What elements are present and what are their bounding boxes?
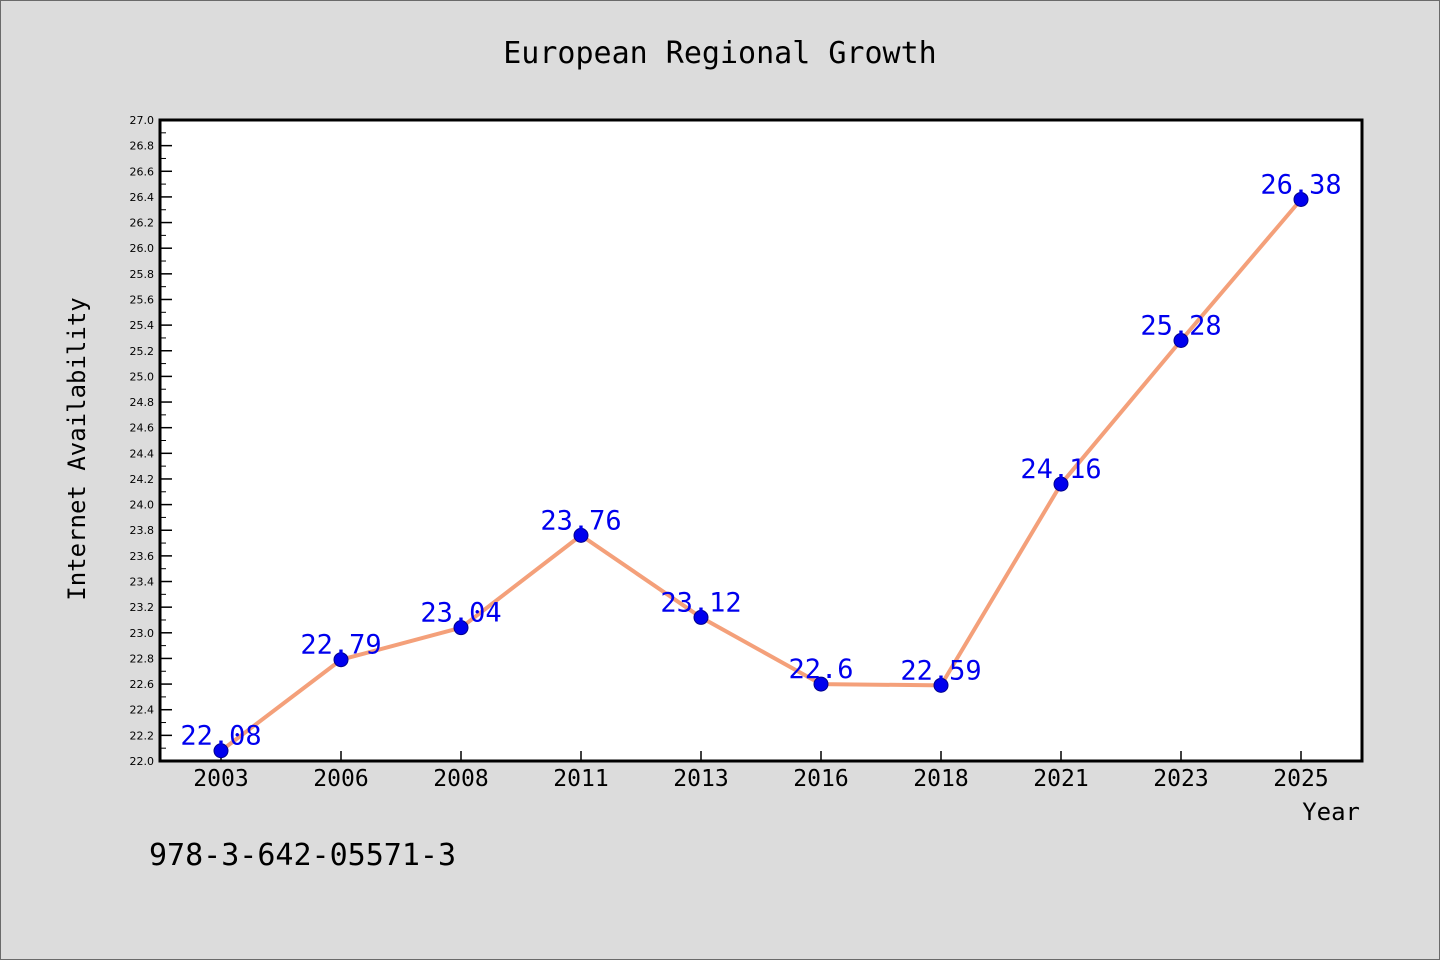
data-point (693, 609, 709, 625)
data-label: 24.16 (1020, 454, 1101, 485)
y-tick-label: 22.2 (130, 729, 155, 742)
data-label: 23.12 (660, 587, 741, 618)
y-tick-label: 27.0 (130, 114, 155, 127)
y-tick-label: 26.2 (130, 217, 155, 230)
isbn-annotation: 978-3-642-05571-3 (149, 838, 456, 873)
y-tick-label: 24.4 (130, 447, 155, 460)
data-label: 25.28 (1140, 311, 1221, 342)
chart-title: European Regional Growth (503, 36, 936, 71)
y-tick-label: 25.0 (130, 370, 155, 383)
series-line (219, 198, 1303, 753)
y-tick-label: 25.8 (130, 268, 155, 281)
data-label: 22.79 (300, 630, 381, 661)
y-tick-label: 22.8 (130, 652, 155, 665)
x-tick-label: 2008 (433, 766, 488, 792)
y-axis-ticks: 22.0 22.2 22.4 22.6 22.8 23.0 23.2 23.4 23.6 23.8… (130, 114, 172, 768)
y-tick-label: 26.8 (130, 140, 155, 153)
data-point (1293, 191, 1309, 207)
y-tick-label: 26.4 (130, 191, 155, 204)
y-axis-label: Internet Availability (63, 297, 91, 600)
x-axis-label: Year (1302, 798, 1360, 826)
y-tick-label: 24.0 (130, 499, 155, 512)
y-tick-label: 26.6 (130, 165, 155, 178)
y-tick-label: 23.8 (130, 524, 155, 537)
y-tick-label: 23.6 (130, 550, 155, 563)
x-axis-ticks: 2003 2006 2008 2011 2013 2016 2018 2021 2023 2025 (193, 751, 1329, 792)
data-point (1053, 476, 1069, 492)
x-tick-label: 2003 (193, 766, 248, 792)
x-tick-label: 2023 (1153, 766, 1208, 792)
y-tick-label: 22.6 (130, 678, 155, 691)
data-point (213, 743, 229, 759)
y-tick-label: 25.2 (130, 345, 155, 358)
data-label: 23.76 (540, 505, 621, 536)
y-tick-label: 26.0 (130, 242, 155, 255)
data-label: 22.08 (180, 721, 261, 752)
y-tick-label: 23.2 (130, 601, 155, 614)
y-tick-label: 24.2 (130, 473, 155, 486)
data-point (1173, 333, 1189, 349)
x-tick-label: 2011 (553, 766, 608, 792)
data-point (573, 527, 589, 543)
data-point (453, 620, 469, 636)
y-tick-label: 23.0 (130, 627, 155, 640)
data-label: 22.59 (900, 655, 981, 686)
x-tick-label: 2025 (1273, 766, 1328, 792)
y-tick-label: 23.4 (130, 576, 155, 589)
data-point (813, 676, 829, 692)
data-label: 23.04 (420, 598, 501, 629)
data-point (333, 652, 349, 668)
y-tick-label: 25.4 (130, 319, 155, 332)
series-layer: 22.08 22.79 23.04 23.76 23.12 22.6 22.59 24.16 2… (180, 169, 1342, 759)
x-tick-label: 2018 (913, 766, 968, 792)
y-tick-label: 22.4 (130, 704, 155, 717)
data-label: 26.38 (1260, 169, 1341, 200)
data-label: 22.6 (788, 654, 853, 685)
y-tick-label: 24.8 (130, 396, 155, 409)
x-tick-label: 2021 (1033, 766, 1088, 792)
y-tick-label: 25.6 (130, 293, 155, 306)
x-tick-label: 2013 (673, 766, 728, 792)
x-tick-label: 2006 (313, 766, 368, 792)
y-tick-label: 22.0 (130, 755, 155, 768)
data-point (933, 677, 949, 693)
y-tick-label: 24.6 (130, 422, 155, 435)
x-tick-label: 2016 (793, 766, 848, 792)
